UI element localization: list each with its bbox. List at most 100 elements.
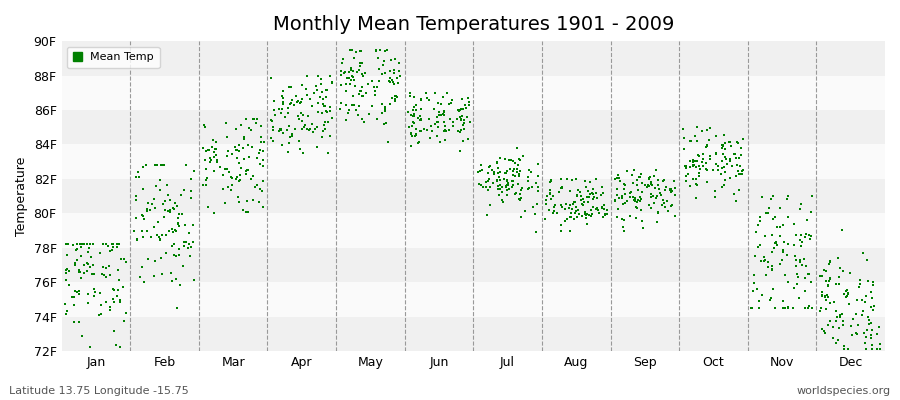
Point <box>372 78 386 84</box>
Point <box>411 114 426 121</box>
Point <box>715 184 729 190</box>
Point <box>170 203 184 210</box>
Point <box>106 286 121 293</box>
Point <box>112 277 126 283</box>
Point <box>289 93 303 100</box>
Point <box>793 257 807 264</box>
Point <box>391 80 405 86</box>
Point <box>798 262 813 269</box>
Point <box>343 81 357 88</box>
Point <box>158 207 172 213</box>
Point <box>797 275 812 281</box>
Point <box>110 241 124 248</box>
Point <box>367 88 382 94</box>
Point <box>158 214 172 220</box>
Point <box>291 112 305 119</box>
Point <box>81 245 95 252</box>
Point <box>166 228 180 235</box>
Point <box>563 214 578 220</box>
Point <box>823 258 837 264</box>
Point <box>249 116 264 122</box>
Point <box>455 122 470 128</box>
Point <box>799 231 814 237</box>
Point <box>368 92 382 98</box>
Point <box>623 194 637 200</box>
Point <box>627 198 642 204</box>
Point <box>529 180 544 186</box>
Point <box>76 270 91 276</box>
Point <box>789 262 804 269</box>
Point <box>620 198 634 204</box>
Point <box>173 282 187 288</box>
Point <box>751 222 765 228</box>
Point <box>182 230 196 237</box>
Point <box>482 164 497 171</box>
Point <box>150 218 165 225</box>
Point <box>638 182 652 188</box>
Point <box>729 172 743 179</box>
Point <box>379 120 393 126</box>
Point <box>789 271 804 278</box>
Point <box>577 198 591 205</box>
Point <box>682 138 697 144</box>
Point <box>307 90 321 97</box>
Point <box>831 337 845 343</box>
Point <box>282 84 296 90</box>
Point <box>187 277 202 283</box>
Point <box>218 166 232 172</box>
Point <box>780 278 795 285</box>
Point <box>702 136 716 143</box>
Point <box>759 272 773 278</box>
Point <box>615 195 629 202</box>
Point <box>648 185 662 192</box>
Point <box>410 102 424 108</box>
Point <box>501 182 516 188</box>
Point <box>405 122 419 129</box>
Point <box>832 312 847 318</box>
Point <box>281 148 295 155</box>
Point <box>722 139 736 145</box>
Point <box>414 96 428 102</box>
Point <box>855 250 869 257</box>
Point <box>482 202 497 208</box>
Point <box>453 106 467 113</box>
Point <box>658 204 672 211</box>
Point <box>305 121 320 127</box>
Point <box>616 224 630 230</box>
Point <box>531 188 545 194</box>
Point <box>499 184 513 190</box>
Point <box>562 205 576 211</box>
Point <box>318 126 332 132</box>
Point <box>512 170 526 177</box>
Point <box>715 158 729 164</box>
Point <box>663 186 678 193</box>
Point <box>358 90 373 97</box>
Point <box>803 236 817 242</box>
Point <box>655 178 670 184</box>
Point <box>589 176 603 182</box>
Point <box>580 199 595 206</box>
Point <box>730 168 744 175</box>
Point <box>334 82 348 89</box>
Point <box>525 184 539 190</box>
Point <box>819 306 833 312</box>
Point <box>864 304 878 310</box>
Point <box>822 261 836 268</box>
Point <box>652 190 667 196</box>
Point <box>642 183 656 189</box>
Point <box>550 210 564 216</box>
Point <box>81 291 95 297</box>
Point <box>642 176 656 182</box>
Point <box>629 205 643 211</box>
Point <box>436 94 451 100</box>
Point <box>338 117 353 123</box>
Point <box>85 271 99 278</box>
Bar <box>61 76 885 110</box>
Point <box>792 259 806 265</box>
Point <box>572 211 586 217</box>
Point <box>492 182 507 188</box>
Point <box>223 174 238 180</box>
Point <box>239 198 254 204</box>
Point <box>353 63 367 70</box>
Point <box>186 168 201 175</box>
